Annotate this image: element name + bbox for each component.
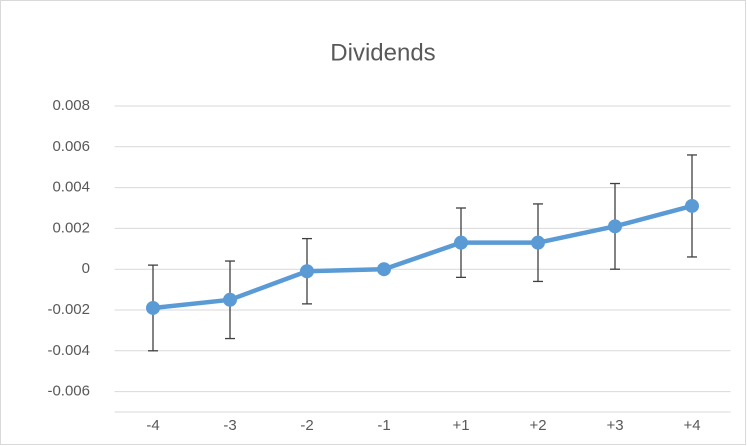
y-tick-label: 0.006 bbox=[52, 138, 90, 155]
marker bbox=[608, 219, 622, 234]
x-tick-label: -3 bbox=[223, 417, 236, 434]
chart-title: Dividends bbox=[330, 39, 435, 66]
marker bbox=[223, 292, 237, 307]
marker bbox=[300, 264, 314, 279]
marker bbox=[685, 198, 699, 213]
marker bbox=[531, 235, 545, 250]
marker bbox=[454, 235, 468, 250]
x-tick-label: +1 bbox=[452, 417, 469, 434]
x-tick-label: +2 bbox=[529, 417, 546, 434]
line bbox=[152, 203, 693, 311]
marker bbox=[146, 300, 160, 315]
marker bbox=[377, 262, 391, 277]
y-tick-label: 0.008 bbox=[52, 97, 90, 114]
x-tick-label: -1 bbox=[377, 417, 390, 434]
y-tick-label: 0.004 bbox=[52, 179, 90, 196]
x-tick-label: -4 bbox=[146, 417, 159, 434]
x-tick-label: +3 bbox=[606, 417, 623, 434]
y-tick-label: 0.002 bbox=[52, 219, 90, 236]
y-tick-label: 0 bbox=[82, 260, 90, 277]
y-tick-label: -0.006 bbox=[47, 383, 90, 400]
x-tick-label: -2 bbox=[300, 417, 313, 434]
y-tick-label: -0.002 bbox=[47, 301, 90, 318]
y-tick-label: -0.004 bbox=[47, 342, 90, 359]
x-tick-label: +4 bbox=[683, 417, 700, 434]
